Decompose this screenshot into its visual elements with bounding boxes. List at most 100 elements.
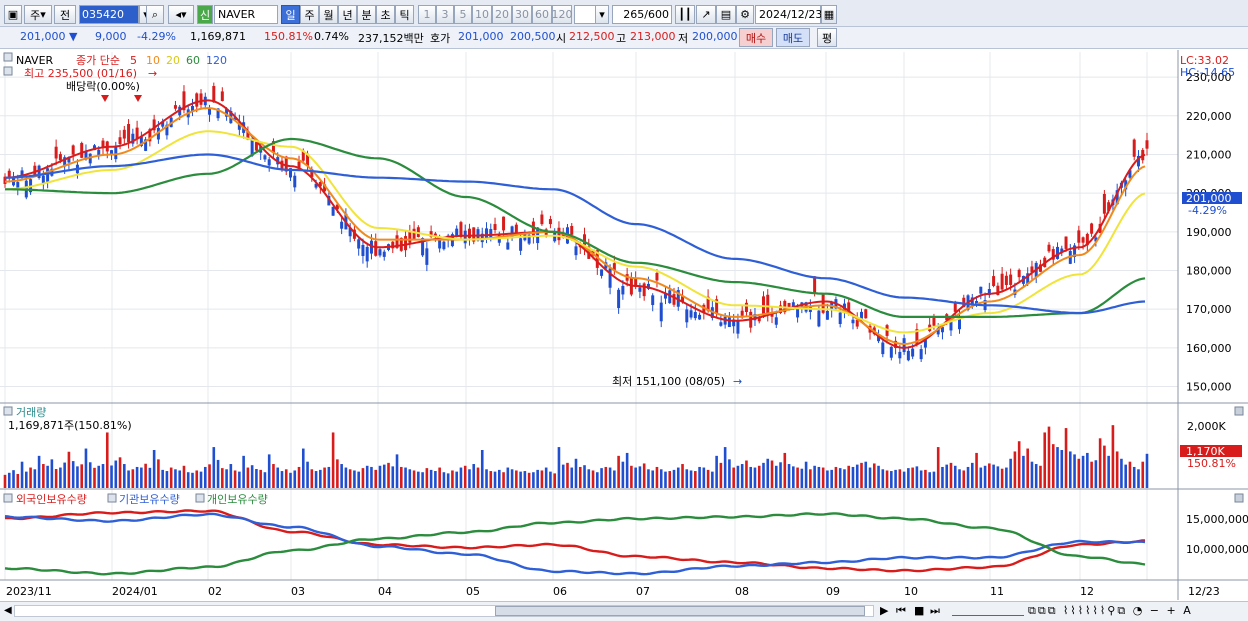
interval-120[interactable]: 120 — [552, 5, 573, 24]
gear-icon[interactable]: ⚙ — [736, 5, 754, 24]
step-back-icon[interactable]: ⏮ — [896, 604, 906, 617]
stop-icon[interactable]: ■ — [914, 604, 925, 617]
volume-bar — [604, 466, 608, 488]
volume-bar — [796, 467, 799, 488]
candle-body — [898, 351, 902, 359]
scroll-thumb[interactable] — [495, 606, 865, 616]
legend-ma-60: 60 — [186, 54, 200, 67]
candle-body — [404, 236, 408, 251]
period-tick[interactable]: 틱 — [395, 5, 414, 24]
volume-bar — [919, 470, 923, 488]
volume-bar — [336, 459, 339, 488]
candle-body — [1051, 249, 1055, 260]
prev-button[interactable]: 전 — [54, 5, 76, 24]
candle-body — [860, 311, 863, 319]
candle-body — [1077, 230, 1081, 243]
sell-button[interactable]: 매도 — [776, 28, 810, 47]
candle-body — [152, 119, 156, 131]
volume-bar — [979, 467, 983, 488]
holdings-menu-icon[interactable] — [3, 493, 13, 503]
candle-body — [847, 302, 851, 313]
line-tool-icon[interactable]: ↗ — [696, 5, 716, 24]
volume-bar — [361, 468, 365, 488]
candle-body — [889, 346, 893, 358]
avg-button[interactable]: 평 — [817, 28, 837, 47]
legend-toggle-icon[interactable] — [3, 66, 13, 76]
candle-body — [894, 340, 898, 349]
xaxis-label: 10 — [904, 585, 918, 598]
scroll-left-icon[interactable]: ◀ — [4, 605, 12, 616]
candle-body — [634, 278, 638, 286]
price-tag — [1182, 192, 1242, 204]
period-year[interactable]: 년 — [338, 5, 357, 24]
search-icon[interactable]: ⌕ — [146, 5, 164, 24]
candle-body — [638, 287, 642, 292]
candle-body — [1102, 193, 1106, 214]
period-select[interactable]: 주 ▾ — [24, 5, 52, 24]
interval-5[interactable]: 5 — [454, 5, 472, 24]
volume-bar — [864, 461, 868, 488]
price-tick-label: 230,000 — [1186, 71, 1232, 84]
holdings-close-icon[interactable] — [1234, 493, 1244, 503]
volume-bar — [578, 466, 582, 488]
interval-1[interactable]: 1 — [418, 5, 436, 24]
max-arrow-icon: → — [148, 67, 157, 80]
volume-menu-icon[interactable] — [3, 406, 13, 416]
scroll-track[interactable] — [14, 605, 874, 617]
step-forward-icon[interactable]: ⏭ — [930, 604, 940, 617]
stock-name-field[interactable]: NAVER — [214, 5, 278, 24]
count-field[interactable]: 265/600 — [612, 5, 672, 24]
volume-bar — [114, 460, 118, 488]
interval-dropdown-icon[interactable]: ▾ — [595, 5, 609, 24]
legend-ma-5: 5 — [130, 54, 137, 67]
stock-chart[interactable]: 150,000160,000170,000180,000190,000200,0… — [0, 50, 1248, 601]
period-day[interactable]: 일 — [281, 5, 300, 24]
interval-30[interactable]: 30 — [512, 5, 532, 24]
candle-body — [668, 290, 672, 304]
volume-bar — [945, 464, 949, 488]
holdings-menu-icon-2[interactable] — [107, 493, 117, 503]
candle-body — [122, 129, 126, 139]
candle-body — [646, 283, 650, 289]
date-field[interactable]: 2024/12/23 — [755, 5, 822, 24]
candles-icon[interactable]: ┃┃ — [675, 5, 695, 24]
volume-bar — [617, 455, 620, 488]
period-minute[interactable]: 분 — [357, 5, 376, 24]
scroll-right-icon[interactable]: ▶ — [880, 604, 889, 617]
save-icon[interactable]: ▤ — [716, 5, 736, 24]
interval-10[interactable]: 10 — [472, 5, 492, 24]
volume-close-icon[interactable] — [1234, 406, 1244, 416]
interval-20[interactable]: 20 — [492, 5, 512, 24]
period-week[interactable]: 주 — [300, 5, 319, 24]
calendar-icon[interactable]: ▦ — [821, 5, 837, 24]
candle-body — [1132, 139, 1136, 157]
horizontal-scrollbar[interactable]: ◀ ▶ ⏮ ■ ⏭ ⧉⧉⧉ ⌇⌇⌇⌇⌇⌇⚲⧉ ◔ − + A — [0, 601, 1248, 621]
volume-bar — [472, 464, 476, 488]
buy-button[interactable]: 매수 — [739, 28, 773, 47]
volume-bar — [1056, 447, 1059, 488]
stock-code-input[interactable]: 035420 — [79, 5, 139, 24]
interval-60[interactable]: 60 — [532, 5, 552, 24]
volume-bar — [191, 472, 194, 488]
period-second[interactable]: 초 — [376, 5, 395, 24]
window-icon[interactable]: ▣ — [4, 5, 22, 24]
xaxis-label: 11 — [990, 585, 1004, 598]
candle-body — [310, 169, 314, 177]
new-badge[interactable]: 신 — [197, 5, 213, 24]
volume-bar — [1137, 469, 1140, 488]
speaker-icon[interactable]: ◂▾ — [168, 5, 194, 24]
volume-bar — [84, 448, 88, 488]
candle-body — [412, 228, 416, 240]
volume-bar — [681, 464, 684, 488]
volume-axis-tick: 2,000K — [1187, 420, 1226, 433]
volume-bar — [174, 469, 177, 488]
tool-icons[interactable]: ⧉⧉⧉ ⌇⌇⌇⌇⌇⌇⚲⧉ ◔ − + A — [1028, 604, 1193, 617]
price-tick-label: 210,000 — [1186, 148, 1232, 161]
holdings-menu-icon-3[interactable] — [195, 493, 205, 503]
interval-3[interactable]: 3 — [436, 5, 454, 24]
zoom-slider[interactable] — [952, 606, 1024, 616]
volume-bar — [476, 467, 480, 488]
period-month[interactable]: 월 — [319, 5, 338, 24]
panel-menu-icon[interactable] — [3, 52, 13, 62]
candle-body — [774, 317, 778, 325]
